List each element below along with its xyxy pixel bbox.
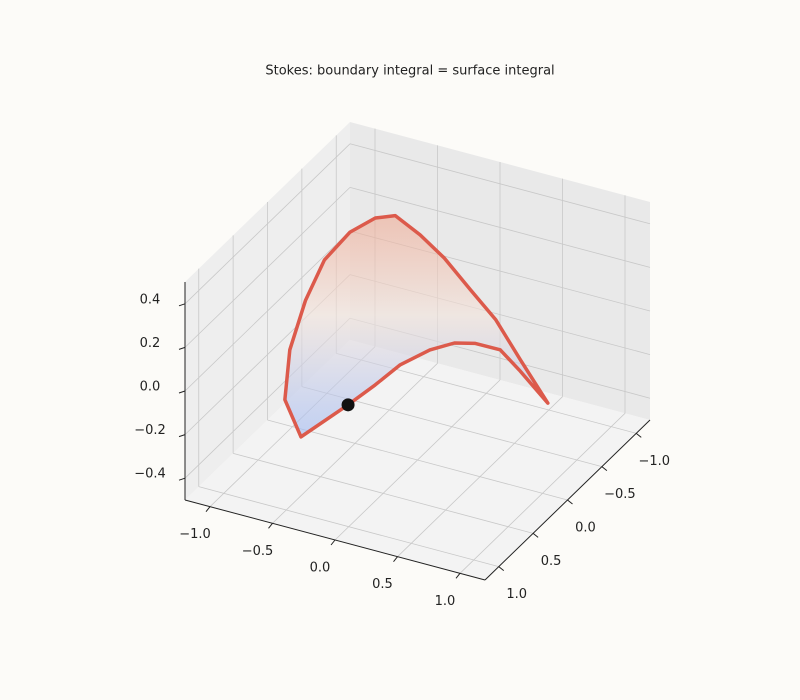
chart-title: Stokes: boundary integral = surface inte…	[265, 64, 554, 79]
y-tick-label: 1.0	[506, 587, 527, 602]
tick-mark	[178, 303, 186, 307]
grid-line	[349, 143, 651, 225]
x-tick-label: 1.0	[435, 594, 456, 609]
tick-mark	[178, 477, 186, 481]
x-axis	[184, 499, 486, 581]
grid-line	[198, 486, 499, 568]
grid-line	[184, 187, 351, 348]
tick-mark	[178, 346, 186, 350]
tick-mark	[178, 390, 186, 394]
grid-line	[349, 187, 651, 268]
surface	[284, 215, 548, 437]
tick-mark	[205, 506, 211, 512]
tick-mark	[567, 499, 573, 505]
y-tick-label: 0.0	[575, 521, 596, 536]
tick-mark	[498, 566, 505, 572]
z-tick-label: −0.4	[134, 467, 166, 482]
tick-mark	[635, 432, 642, 438]
tick-mark	[330, 539, 336, 546]
z-tick-label: −0.2	[134, 423, 166, 438]
z-tick-label: 0.4	[140, 292, 161, 307]
grid-line	[184, 230, 351, 392]
x-tick-label: 0.5	[372, 577, 393, 592]
y-tick-label: 0.5	[541, 554, 562, 569]
tick-mark	[393, 556, 398, 562]
y-axis	[484, 419, 651, 581]
grid-line	[267, 419, 568, 501]
x-tick-label: 0.0	[310, 561, 331, 576]
tick-mark	[178, 434, 186, 438]
y-tick-label: −0.5	[604, 487, 636, 502]
boundary-curve	[283, 213, 550, 439]
z-tick-label: 0.0	[140, 380, 161, 395]
grid-line	[184, 143, 351, 305]
y-tick-label: −1.0	[638, 454, 670, 469]
grid-line	[233, 452, 534, 534]
tick-mark	[532, 532, 539, 538]
tick-mark	[601, 466, 608, 472]
x-tick-label: −0.5	[242, 544, 274, 559]
start-point	[341, 398, 355, 412]
x-tick-label: −1.0	[179, 527, 211, 542]
z-tick-label: 0.2	[140, 336, 161, 351]
tick-mark	[455, 573, 461, 579]
tick-mark	[268, 523, 273, 529]
